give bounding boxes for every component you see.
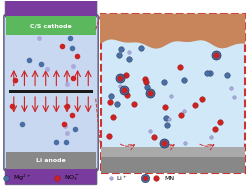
Bar: [100, 157, 244, 173]
Polygon shape: [100, 14, 244, 48]
Text: MN: MN: [163, 176, 173, 181]
FancyBboxPatch shape: [4, 14, 98, 171]
Text: C/S cathode: C/S cathode: [30, 23, 72, 28]
Text: Li anode: Li anode: [36, 158, 66, 163]
Text: Mg$^{2+}$: Mg$^{2+}$: [13, 173, 32, 184]
Bar: [100, 147, 244, 157]
Text: NO$_3^-$: NO$_3^-$: [64, 174, 80, 183]
Text: Li$^+$: Li$^+$: [116, 174, 127, 183]
Bar: [9, 90, 93, 93]
Bar: [6, 152, 95, 169]
Bar: [6, 16, 95, 35]
FancyBboxPatch shape: [5, 168, 96, 185]
FancyBboxPatch shape: [5, 0, 96, 17]
Bar: [100, 14, 244, 173]
